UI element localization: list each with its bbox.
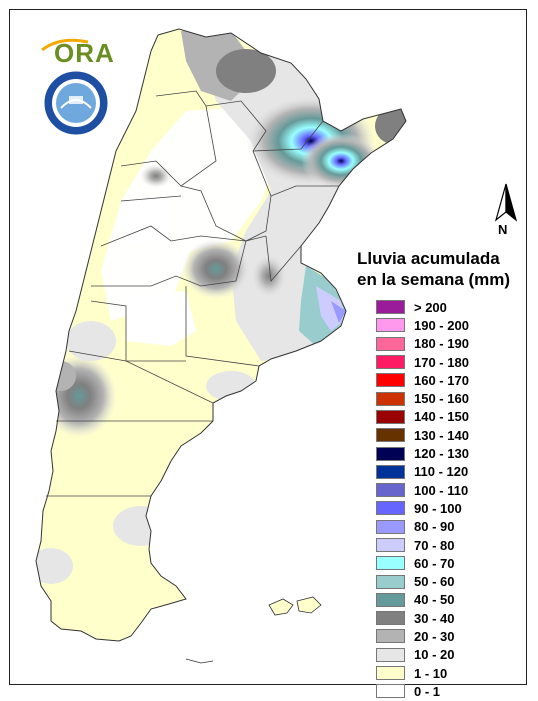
legend-swatch — [376, 501, 405, 516]
legend: > 200 190 - 200 180 - 190 170 - 180 160 - 17… — [376, 298, 469, 701]
legend-item: 50 - 60 — [376, 572, 469, 590]
legend-swatch — [376, 592, 405, 607]
legend-item: 60 - 70 — [376, 554, 469, 572]
legend-swatch — [376, 519, 405, 534]
legend-label: 190 - 200 — [414, 317, 469, 333]
legend-label: 50 - 60 — [414, 574, 455, 590]
legend-title-line2: en la semana (mm) — [357, 270, 511, 289]
legend-swatch — [376, 446, 405, 461]
legend-label: 40 - 50 — [414, 592, 455, 608]
legend-item: 90 - 100 — [376, 499, 469, 517]
legend-swatch — [376, 428, 405, 443]
legend-label: 120 - 130 — [414, 446, 469, 462]
legend-item: 120 - 130 — [376, 444, 469, 462]
legend-swatch — [376, 464, 405, 479]
legend-swatch — [376, 373, 405, 388]
legend-swatch — [376, 666, 405, 681]
legend-item: 130 - 140 — [376, 426, 469, 444]
ora-logo-icon — [41, 38, 89, 52]
legend-item: 70 - 80 — [376, 536, 469, 554]
legend-label: 0 - 1 — [414, 683, 441, 699]
legend-label: 80 - 90 — [414, 519, 455, 535]
legend-swatch — [376, 684, 405, 699]
legend-item: 150 - 160 — [376, 389, 469, 407]
legend-label: 60 - 70 — [414, 555, 455, 571]
legend-swatch — [376, 647, 405, 662]
ora-logo-text: ORA — [54, 38, 115, 68]
legend-item: > 200 — [376, 298, 469, 316]
legend-label: 1 - 10 — [414, 665, 448, 681]
legend-label: 180 - 190 — [414, 336, 469, 352]
legend-item: 1 - 10 — [376, 664, 469, 682]
legend-label: 100 - 110 — [414, 482, 469, 498]
legend-item: 180 - 190 — [376, 335, 469, 353]
smn-seal-icon — [44, 71, 108, 135]
map-frame: ORA N Lluvia acumulada en la semana (mm)… — [9, 9, 527, 699]
legend-label: 10 - 20 — [414, 647, 455, 663]
legend-label: 110 - 120 — [414, 464, 469, 480]
legend-swatch — [376, 538, 405, 552]
north-label: N — [498, 222, 508, 237]
legend-swatch — [376, 409, 405, 424]
legend-title-line1: Lluvia acumulada — [357, 249, 500, 268]
legend-label: > 200 — [414, 299, 447, 315]
legend-swatch — [376, 391, 405, 406]
legend-item: 80 - 90 — [376, 518, 469, 536]
legend-label: 30 - 40 — [414, 610, 455, 626]
legend-swatch — [376, 611, 405, 626]
legend-swatch — [376, 336, 405, 351]
legend-item: 140 - 150 — [376, 408, 469, 426]
legend-item: 160 - 170 — [376, 371, 469, 389]
legend-label: 130 - 140 — [414, 427, 469, 443]
legend-item: 170 - 180 — [376, 353, 469, 371]
legend-swatch — [376, 355, 405, 370]
legend-label: 170 - 180 — [414, 354, 469, 370]
legend-swatch — [376, 556, 405, 571]
legend-item: 10 - 20 — [376, 646, 469, 664]
legend-item: 190 - 200 — [376, 316, 469, 334]
legend-item: 110 - 120 — [376, 463, 469, 481]
legend-label: 90 - 100 — [414, 500, 462, 516]
legend-swatch — [376, 483, 405, 498]
legend-swatch — [376, 629, 405, 644]
north-arrow-icon — [494, 183, 518, 222]
legend-item: 20 - 30 — [376, 627, 469, 645]
islands — [268, 596, 322, 616]
legend-title: Lluvia acumulada en la semana (mm) — [357, 248, 510, 290]
legend-swatch — [376, 300, 405, 315]
legend-item: 30 - 40 — [376, 609, 469, 627]
legend-label: 140 - 150 — [414, 409, 469, 425]
legend-label: 150 - 160 — [414, 391, 469, 407]
legend-label: 160 - 170 — [414, 372, 469, 388]
legend-item: 100 - 110 — [376, 481, 469, 499]
legend-swatch — [376, 318, 405, 333]
legend-item: 0 - 1 — [376, 682, 469, 700]
rainfall-map — [35, 28, 407, 664]
legend-item: 40 - 50 — [376, 591, 469, 609]
legend-swatch — [376, 574, 405, 589]
legend-label: 20 - 30 — [414, 628, 455, 644]
legend-label: 70 - 80 — [414, 537, 455, 553]
